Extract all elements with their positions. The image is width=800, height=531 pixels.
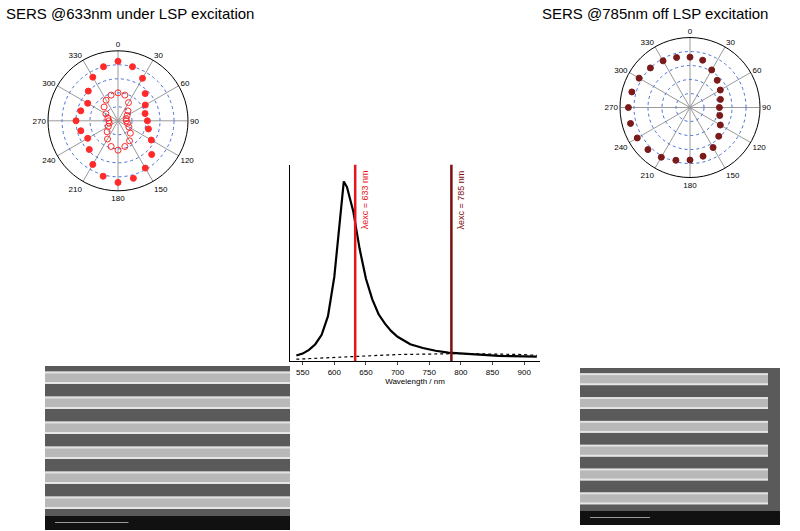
svg-text:0: 0 (688, 27, 693, 36)
svg-text:150: 150 (154, 185, 168, 194)
svg-text:330: 330 (69, 51, 83, 60)
svg-text:240: 240 (614, 143, 628, 152)
svg-text:270: 270 (33, 117, 47, 126)
svg-text:120: 120 (752, 143, 766, 152)
svg-text:30: 30 (154, 51, 163, 60)
svg-text:180: 180 (111, 194, 125, 203)
svg-text:600: 600 (328, 368, 342, 377)
svg-text:270: 270 (605, 103, 619, 112)
svg-text:30: 30 (726, 38, 735, 47)
svg-text:60: 60 (752, 66, 761, 75)
svg-text:λexc = 633 nm: λexc = 633 nm (360, 171, 370, 230)
svg-text:120: 120 (180, 156, 194, 165)
svg-text:150: 150 (726, 171, 740, 180)
svg-text:750: 750 (423, 368, 437, 377)
svg-text:800: 800 (454, 368, 468, 377)
svg-text:Wavelength / nm: Wavelength / nm (385, 377, 445, 386)
svg-text:0: 0 (116, 40, 121, 49)
svg-text:240: 240 (42, 156, 56, 165)
svg-text:210: 210 (69, 185, 83, 194)
svg-text:60: 60 (180, 79, 189, 88)
svg-text:550: 550 (296, 368, 310, 377)
svg-text:90: 90 (762, 103, 771, 112)
svg-text:700: 700 (391, 368, 405, 377)
svg-text:330: 330 (641, 38, 655, 47)
svg-text:300: 300 (42, 79, 56, 88)
svg-text:SERS @633nm under LSP excitati: SERS @633nm under LSP excitation (6, 5, 254, 22)
svg-text:λexc = 785 nm: λexc = 785 nm (456, 171, 466, 230)
svg-text:90: 90 (190, 117, 199, 126)
svg-text:900: 900 (518, 368, 532, 377)
svg-text:650: 650 (359, 368, 373, 377)
svg-text:SERS @785nm off LSP excitation: SERS @785nm off LSP excitation (542, 5, 768, 22)
svg-text:180: 180 (683, 181, 697, 190)
svg-text:850: 850 (486, 368, 500, 377)
svg-text:210: 210 (641, 171, 655, 180)
svg-text:300: 300 (614, 66, 628, 75)
